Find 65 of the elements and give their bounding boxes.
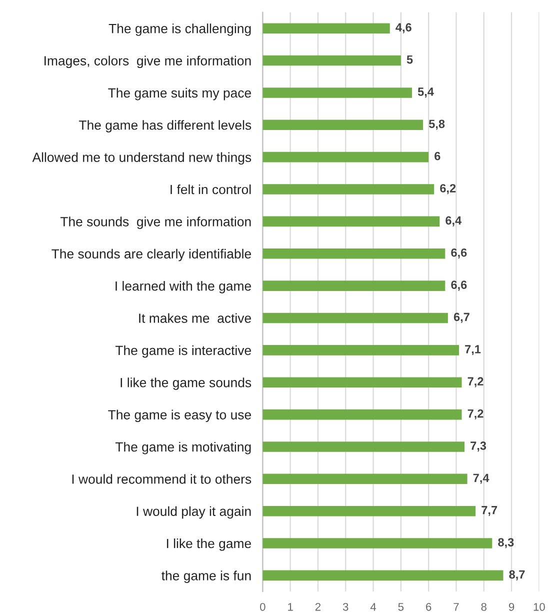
x-tick-label: 2	[315, 602, 321, 611]
bar	[262, 442, 465, 452]
data-label: 7,7	[482, 506, 498, 516]
data-label: 4,6	[396, 23, 412, 34]
y-tick-label: The game is challenging	[108, 24, 251, 36]
y-tick-label: The game is motivating	[115, 442, 251, 454]
y-tick-label: I like the game sounds	[120, 378, 252, 390]
x-tick-label: 6	[426, 602, 432, 611]
data-label: 7,2	[468, 409, 484, 420]
bar	[262, 570, 504, 581]
x-tick-label: 3	[342, 602, 348, 611]
data-label: 6,6	[451, 248, 467, 259]
y-tick-label: It makes me active	[139, 313, 251, 323]
bar	[262, 23, 390, 34]
x-tick-label: 10	[534, 602, 545, 611]
x-tick-label: 7	[454, 603, 459, 611]
y-tick-label: The game is interactive	[115, 345, 251, 358]
data-label: 7,4	[473, 474, 490, 484]
data-label: 6,2	[440, 184, 456, 194]
y-tick-label: Allowed me to understand new things	[32, 152, 252, 165]
y-tick-label: The game suits my pace	[108, 88, 251, 100]
x-tick-label: 5	[398, 603, 404, 611]
bar	[262, 280, 446, 291]
bar	[262, 216, 440, 227]
y-tick-label: I would recommend it to others	[72, 474, 252, 484]
x-tick-label: 0	[260, 602, 266, 611]
data-label: 6,4	[446, 216, 462, 226]
data-label: 5,4	[418, 88, 434, 98]
y-tick-label: The game is easy to use	[108, 410, 251, 422]
bar	[262, 55, 401, 66]
y-tick-label: I felt in control	[170, 184, 251, 194]
data-label: 7,1	[465, 345, 481, 356]
x-tick-label: 4	[370, 603, 376, 611]
y-tick-label: The sounds give me information	[60, 216, 251, 229]
bar	[262, 248, 446, 259]
bar	[262, 120, 424, 130]
bar	[262, 152, 429, 162]
data-label: 6,6	[451, 280, 467, 291]
data-label: 6,7	[454, 312, 470, 323]
bar	[262, 345, 459, 356]
data-label: 5,8	[428, 120, 445, 130]
data-label: 8,7	[509, 570, 525, 580]
y-tick-label: The game has different levels	[79, 120, 252, 132]
data-label: 5	[406, 55, 413, 64]
data-label: 6	[434, 152, 440, 160]
y-tick-label: The sounds are clearly identifiable	[52, 248, 251, 262]
bar	[262, 184, 434, 194]
bar	[262, 538, 492, 548]
bar	[262, 377, 462, 388]
y-tick-label: I learned with the game	[116, 281, 251, 294]
bar	[262, 506, 476, 516]
bar	[262, 312, 448, 324]
x-tick-label: 8	[481, 602, 486, 611]
data-label: 7,2	[468, 377, 484, 388]
data-label: 8,3	[498, 538, 514, 548]
bar	[262, 409, 462, 420]
y-tick-label: I like the game	[166, 538, 251, 551]
bar	[262, 474, 468, 484]
x-tick-label: 9	[508, 602, 514, 611]
bar	[262, 88, 412, 98]
y-tick-label: Images, colors give me information	[44, 56, 251, 68]
x-tick-label: 1	[288, 603, 293, 611]
y-tick-label: I would play it again	[136, 506, 251, 519]
y-tick-label: the game is fun	[162, 570, 251, 583]
data-label: 7,3	[470, 442, 486, 452]
